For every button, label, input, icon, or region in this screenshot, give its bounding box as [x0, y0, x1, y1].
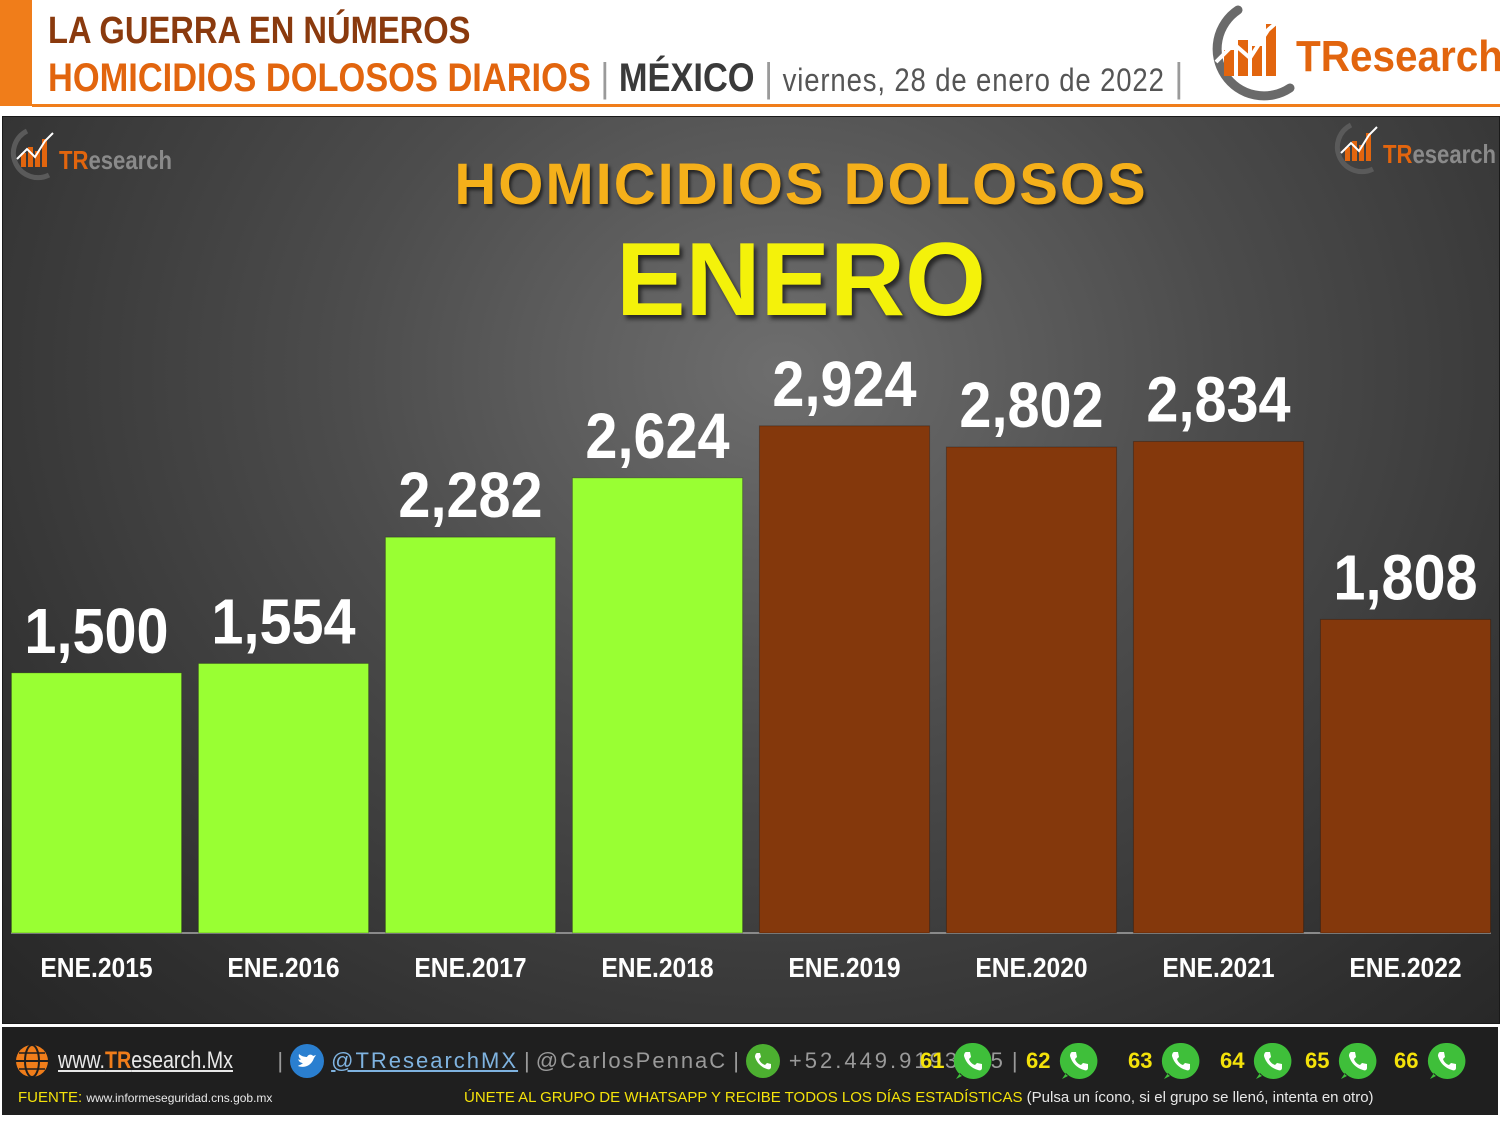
instagram-handle[interactable]: @CarlosPennaC [535, 1048, 728, 1073]
category-label: ENE.2018 [601, 952, 713, 984]
twitter-handle[interactable]: @TResearchMX [331, 1048, 519, 1073]
footer: www.TResearch.Mx | @TResearchMX | @Carlo… [2, 1027, 1498, 1115]
globe-icon[interactable] [14, 1043, 50, 1079]
footer-separator: | [524, 1048, 530, 1073]
bar-ene-2020 [945, 446, 1118, 934]
data-label: 2,802 [959, 369, 1103, 440]
brand-name: TResearch [1296, 32, 1500, 81]
category-label: ENE.2017 [414, 952, 526, 984]
header-separator: | [764, 56, 774, 100]
category-label: ENE.2020 [975, 952, 1087, 984]
header-country: MÉXICO [618, 56, 755, 100]
bar-ene-2016 [197, 662, 370, 934]
whatsapp-join-message: ÚNETE AL GRUPO DE WHATSAPP Y RECIBE TODO… [464, 1089, 1374, 1106]
tresearch-logo-icon [1212, 5, 1295, 101]
data-label: 1,500 [24, 595, 168, 666]
footer-contact-row: www.TResearch.Mx | @TResearchMX | @Carlo… [14, 1039, 1024, 1083]
data-label: 2,924 [772, 348, 916, 419]
footer-source: FUENTE: www.informeseguridad.cns.gob.mx [18, 1089, 273, 1106]
twitter-icon[interactable] [289, 1043, 325, 1079]
bar-ene-2021 [1132, 440, 1305, 934]
whatsapp-icon[interactable] [1252, 1040, 1294, 1082]
footer-separator: | [1011, 1048, 1018, 1073]
data-label: 1,808 [1333, 542, 1477, 613]
chart-title: HOMICIDIOS DOLOSOS [454, 152, 1148, 217]
bar-chart: 1,500 ENE.2015 1,554 ENE.2016 2,282 ENE.2017 2… [10, 348, 1492, 984]
source-url[interactable]: www.informeseguridad.cns.gob.mx [86, 1091, 273, 1105]
data-label: 2,834 [1146, 364, 1290, 435]
whatsapp-group-number: 65 [1305, 1048, 1330, 1073]
header-subtitle: HOMICIDIOS DOLOSOS DIARIOS | MÉXICO | vi… [48, 56, 1183, 101]
chart-panel: TResearch TResearch HOMICIDIOS DOLOSOS E… [2, 116, 1500, 1024]
whatsapp-phone-icon[interactable] [745, 1043, 781, 1079]
panel-logo-left: TResearch [9, 123, 179, 193]
whatsapp-group-number: 61 [920, 1048, 945, 1073]
header-divider [32, 104, 1500, 107]
footer-separator: | [277, 1048, 284, 1073]
whatsapp-group-65[interactable]: 65 [1305, 1039, 1379, 1083]
data-label: 1,554 [211, 586, 355, 657]
whatsapp-icon[interactable] [1058, 1040, 1100, 1082]
bar-ene-2018 [571, 477, 744, 934]
category-label: ENE.2019 [788, 952, 900, 984]
whatsapp-group-number: 64 [1220, 1048, 1245, 1073]
chart-subtitle: ENERO [616, 222, 986, 338]
whatsapp-group-64[interactable]: 64 [1220, 1039, 1294, 1083]
bar-ene-2019 [758, 425, 931, 934]
header: LA GUERRA EN NÚMEROS HOMICIDIOS DOLOSOS … [0, 0, 1500, 108]
category-label: ENE.2015 [40, 952, 152, 984]
header-topic: HOMICIDIOS DOLOSOS DIARIOS [48, 56, 591, 100]
whatsapp-icon[interactable] [1426, 1040, 1468, 1082]
bar-ene-2017 [384, 536, 557, 934]
whatsapp-group-number: 62 [1026, 1048, 1051, 1073]
whatsapp-group-62[interactable]: 62 [1026, 1039, 1100, 1083]
header-separator: | [600, 56, 610, 100]
category-label: ENE.2016 [227, 952, 339, 984]
website-link[interactable]: www.TResearch.Mx [58, 1047, 233, 1074]
whatsapp-icon[interactable] [1160, 1040, 1202, 1082]
whatsapp-group-number: 63 [1128, 1048, 1153, 1073]
whatsapp-group-number: 66 [1394, 1048, 1419, 1073]
bar-ene-2022 [1319, 618, 1492, 934]
header-title: LA GUERRA EN NÚMEROS [48, 10, 471, 52]
header-date: viernes, 28 de enero de 2022 [782, 62, 1165, 98]
whatsapp-group-61[interactable]: 61 [920, 1039, 994, 1083]
tresearch-logo-icon [10, 128, 54, 181]
bar-ene-2015 [10, 672, 183, 934]
data-label: 2,624 [585, 400, 729, 471]
whatsapp-icon[interactable] [1337, 1040, 1379, 1082]
panel-logo-right: TResearch [1333, 117, 1499, 187]
whatsapp-group-66[interactable]: 66 [1394, 1039, 1468, 1083]
category-label: ENE.2022 [1349, 952, 1461, 984]
header-separator: | [1174, 56, 1184, 100]
footer-separator: | [733, 1048, 739, 1073]
tresearch-logo-icon [1334, 122, 1378, 175]
whatsapp-icon[interactable] [952, 1040, 994, 1082]
header-accent-strip [0, 0, 32, 106]
data-label: 2,282 [398, 459, 542, 530]
category-label: ENE.2021 [1162, 952, 1274, 984]
whatsapp-group-63[interactable]: 63 [1128, 1039, 1202, 1083]
